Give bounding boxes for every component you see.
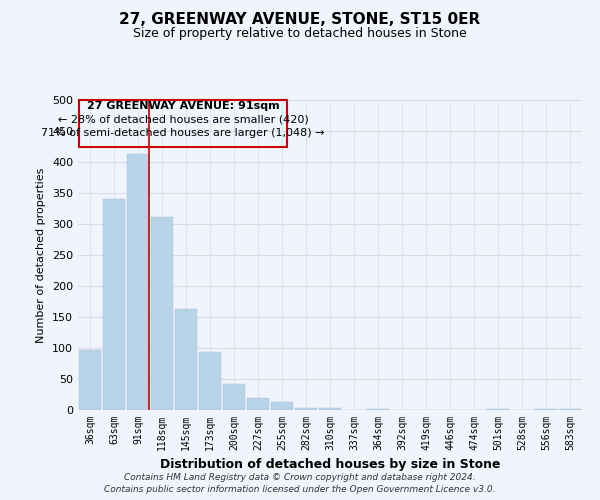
X-axis label: Distribution of detached houses by size in Stone: Distribution of detached houses by size …	[160, 458, 500, 471]
Bar	[151, 217, 173, 410]
Bar	[295, 408, 317, 410]
Bar	[487, 409, 509, 410]
Bar	[247, 398, 269, 410]
Bar	[367, 409, 389, 410]
Y-axis label: Number of detached properties: Number of detached properties	[37, 168, 46, 342]
Bar	[535, 409, 557, 410]
Bar	[175, 309, 197, 410]
Text: ← 28% of detached houses are smaller (420): ← 28% of detached houses are smaller (42…	[58, 115, 308, 125]
Text: Contains public sector information licensed under the Open Government Licence v3: Contains public sector information licen…	[104, 486, 496, 494]
Text: Size of property relative to detached houses in Stone: Size of property relative to detached ho…	[133, 28, 467, 40]
Bar	[127, 154, 149, 410]
Bar	[271, 402, 293, 410]
Bar	[103, 198, 125, 410]
Bar	[223, 384, 245, 410]
Text: 71% of semi-detached houses are larger (1,048) →: 71% of semi-detached houses are larger (…	[41, 128, 325, 138]
Bar	[79, 350, 101, 410]
Text: Contains HM Land Registry data © Crown copyright and database right 2024.: Contains HM Land Registry data © Crown c…	[124, 473, 476, 482]
Bar	[559, 409, 581, 410]
Bar	[199, 352, 221, 410]
Text: 27, GREENWAY AVENUE, STONE, ST15 0ER: 27, GREENWAY AVENUE, STONE, ST15 0ER	[119, 12, 481, 28]
Bar	[319, 408, 341, 410]
Text: 27 GREENWAY AVENUE: 91sqm: 27 GREENWAY AVENUE: 91sqm	[86, 101, 280, 111]
